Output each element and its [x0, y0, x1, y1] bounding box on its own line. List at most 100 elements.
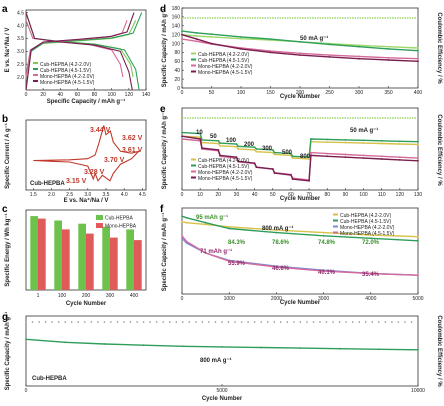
panel-e-point	[271, 149, 274, 151]
panel-d-legend-1: Cub-HEPBA (4.2-2.0V)	[198, 52, 249, 58]
panel-f-point	[185, 216, 188, 219]
panel-e-point	[398, 159, 401, 161]
panel-d-point	[195, 38, 198, 40]
panel-g-ce-point	[358, 321, 361, 323]
panel-a-xlabel: Specific Capacity / mAh g⁻¹	[47, 98, 126, 105]
panel-a-yticks: 2.0 2.5 3.0 3.5 4.0 4.5	[17, 10, 28, 81]
panel-e-point	[344, 139, 347, 141]
panel-g-ce-point	[306, 321, 308, 323]
panel-g-ce-point	[142, 321, 145, 323]
panel-e-point	[181, 138, 183, 140]
panel-d-xlabel: Cycle Number	[280, 94, 321, 100]
panel-f-series-1	[181, 221, 419, 238]
panel-e-legend-swatch-4	[191, 176, 196, 179]
panel-e-point	[217, 142, 220, 145]
panel-f-legend-swatch-4	[333, 231, 338, 234]
panel-f-point	[181, 237, 183, 240]
panel-g-ce-point	[149, 321, 151, 323]
panel-b-peak-328: 3.28 V	[84, 169, 105, 176]
panel-f-ret-red-1: 55.9%	[228, 261, 246, 267]
panel-e-point	[235, 145, 238, 148]
panel-e-rate-end: 50 mA g⁻¹	[350, 127, 378, 134]
panel-g-ce-point	[38, 321, 40, 323]
panel-f-point	[185, 242, 188, 245]
panel-a-legend-swatch-3	[33, 74, 38, 76]
panel-f-point	[275, 229, 278, 232]
panel-g-ce-point	[293, 321, 295, 323]
panel-d-xtick-label: 100	[237, 90, 246, 96]
panel-f-point	[228, 225, 231, 228]
panel-f-series-2	[181, 215, 419, 242]
panel-e-point	[362, 142, 365, 145]
panel-e-rate-200: 200	[244, 142, 255, 148]
panel-e-point	[398, 156, 401, 159]
panel-c-label: c	[2, 204, 8, 215]
panel-g-ce-point	[240, 321, 243, 323]
panel-g-ce-point	[70, 321, 73, 323]
panel-d-xtick-label: 200	[296, 90, 305, 96]
panel-g-ce-point	[116, 321, 119, 323]
panel-g-ce-point	[253, 321, 256, 323]
panel-a: a 0 20 40 60 80 100 120 140 2.02.53.03.54.04.5 …	[2, 4, 150, 105]
panel-e-point	[326, 138, 329, 141]
panel-g-ce-point	[64, 321, 66, 323]
panel-d-point	[387, 56, 390, 59]
panel-f-frame	[181, 207, 419, 295]
panel-g-ce-point	[384, 321, 387, 323]
panel-b-xtick-label: 4.0	[121, 192, 128, 198]
panel-c-bar-cub-hepba-400	[126, 229, 134, 290]
panel-g-ce-point	[90, 321, 93, 323]
panel-e-point	[219, 144, 222, 147]
panel-a-xtick-label: 80	[92, 92, 98, 98]
panel-e-point	[398, 140, 401, 143]
panel-d-point	[181, 30, 183, 32]
panel-d-legend-swatch-2	[191, 58, 196, 61]
panel-f-legend-4: Mono-HEPBA (4.5-1.5V)	[340, 231, 395, 237]
panel-f-point	[322, 231, 325, 234]
panel-d-point	[328, 56, 331, 58]
panel-g-ce-point	[136, 321, 138, 323]
panel-f-ret-red-2: 46.6%	[272, 266, 290, 272]
panel-e-point	[255, 150, 258, 153]
panel-a-series-4-charge	[25, 12, 135, 91]
panel-g-ce-point	[188, 321, 191, 323]
panel-g-ce-point	[51, 321, 53, 323]
panel-d-series-2	[181, 30, 419, 52]
panel-d-point	[299, 40, 301, 43]
panel-d-ytick-label: 60	[174, 59, 180, 65]
panel-a-legend-2: Cub-HEPBA (4.5-1.5V)	[40, 68, 91, 74]
panel-f-legend-swatch-2	[333, 219, 338, 222]
panel-e-legend-4: Mono-HEPBA (4.5-1.5V)	[198, 176, 253, 182]
panel-g-ce-point	[25, 321, 27, 323]
panel-g-ce-points	[25, 321, 419, 323]
panel-g-ce-point	[273, 321, 276, 323]
panel-e-point	[181, 135, 183, 138]
panel-e-point	[219, 154, 222, 157]
panel-g-ce-point	[201, 321, 204, 323]
panel-d: d 0 50 100 150 200 250 300 350 400 0 20 40 60 80 100 1…	[160, 4, 442, 100]
panel-d-point	[417, 49, 419, 52]
panel-e-xtick-label: 100	[359, 192, 368, 198]
panel-f-point	[417, 274, 419, 277]
panel-b-peak-344: 3.44 V	[90, 127, 111, 134]
panel-e-point	[201, 147, 203, 150]
panel-d-point	[210, 36, 213, 38]
panel-d-point	[240, 36, 242, 38]
panel-b-xtick-label: 3.5	[103, 192, 110, 198]
panel-g-ce-point	[103, 321, 106, 323]
panel-g-ce-point	[260, 321, 263, 323]
panel-b-sample: Cub-HEPBA	[30, 181, 65, 187]
panel-d-rate: 50 mA g⁻¹	[300, 35, 328, 42]
panel-g-ce-point	[214, 321, 217, 323]
panel-e-point	[291, 178, 294, 181]
panel-a-legend-swatch-4	[33, 80, 38, 82]
panel-f-legend-swatch-3	[333, 225, 338, 228]
panel-d-yticks: 0 20 40 60 80 100 120 140 160 180	[172, 6, 184, 92]
panel-g-curve	[25, 338, 419, 351]
panel-d-xtick-label: 50	[209, 90, 215, 96]
panel-d-xticks: 0 50 100 150 200 250 300 350 400	[181, 86, 422, 96]
panel-f-point	[322, 234, 325, 237]
panel-d-point	[240, 48, 242, 50]
panel-a-ytick-label: 2.0	[17, 75, 24, 81]
panel-d-curves	[181, 30, 419, 73]
